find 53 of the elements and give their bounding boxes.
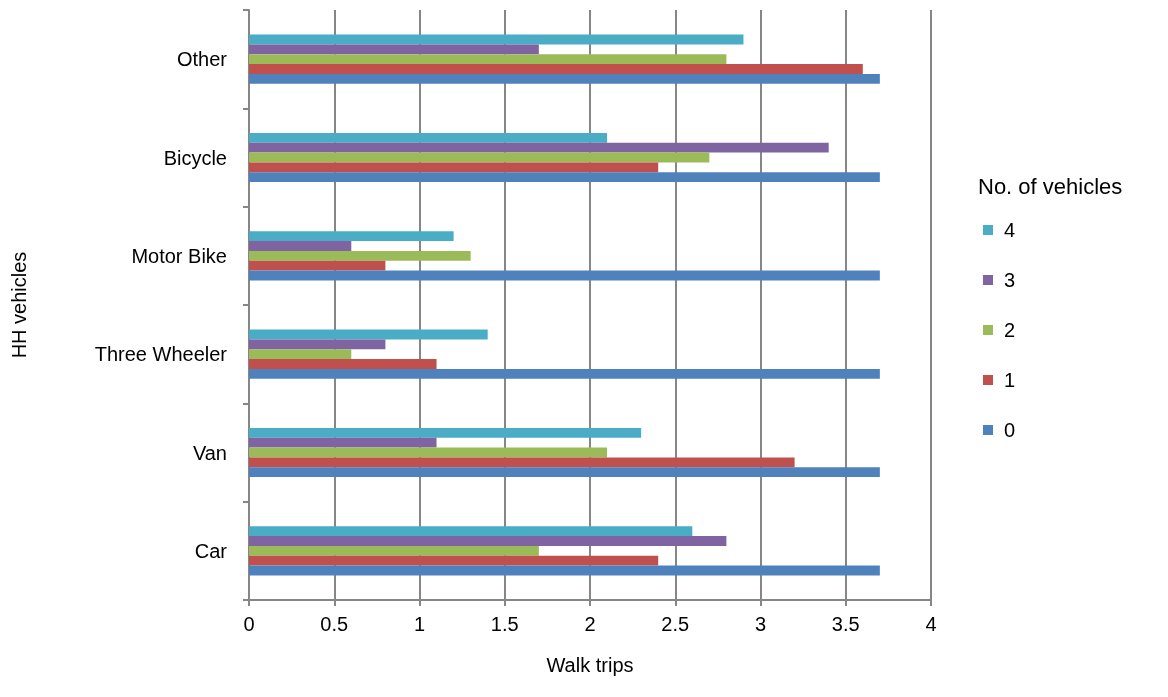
bar (249, 427, 642, 438)
bar (249, 368, 880, 379)
bar (249, 467, 880, 478)
bar (249, 457, 795, 468)
legend-title: No. of vehicles (978, 173, 1123, 199)
legend-label: 0 (1004, 419, 1016, 441)
x-tick-label: 3 (754, 613, 767, 635)
bar (249, 162, 659, 173)
x-tick-label: 1 (413, 613, 426, 635)
bar (249, 44, 539, 55)
bar (249, 565, 880, 576)
bar (249, 132, 608, 143)
x-tick-label: 2.5 (661, 613, 690, 635)
x-tick-label: 0.5 (320, 613, 349, 635)
bar (249, 172, 880, 183)
bar (249, 152, 710, 163)
y-tick-label: Three Wheeler (94, 343, 228, 366)
bar (249, 241, 352, 251)
bar (249, 142, 829, 153)
legend-label: 1 (1004, 369, 1016, 391)
y-tick-label: Motor Bike (131, 244, 227, 267)
x-axis-title: Walk trips (546, 654, 634, 676)
bar (249, 447, 608, 458)
bar (249, 73, 880, 84)
bar (249, 349, 352, 360)
bar (249, 329, 488, 340)
bar (249, 260, 386, 271)
bar (249, 34, 744, 45)
y-tick-label: Bicycle (163, 146, 227, 169)
x-tick-label: 4 (925, 613, 937, 635)
bar (249, 555, 659, 566)
bar (249, 64, 863, 74)
bar (249, 526, 693, 537)
legend-label: 3 (1004, 269, 1016, 291)
bar (249, 359, 437, 369)
bar (249, 536, 727, 546)
x-tick-label: 0 (243, 613, 255, 635)
y-tick-label: Other (176, 48, 228, 71)
bar (249, 250, 471, 261)
bar (249, 339, 386, 350)
legend-label: 4 (1004, 219, 1016, 241)
x-tick-label: 3.5 (831, 613, 860, 635)
y-tick-label: Van (192, 441, 227, 464)
legend-label: 2 (1004, 319, 1016, 341)
y-axis-title: HH vehicles (8, 251, 30, 359)
x-tick-label: 1.5 (490, 613, 519, 635)
bar (249, 270, 880, 281)
x-tick-label: 2 (584, 613, 596, 635)
bar (249, 54, 727, 65)
bar (249, 231, 454, 242)
bar (249, 545, 539, 556)
y-tick-label: Car (194, 539, 228, 562)
bar (249, 437, 437, 448)
